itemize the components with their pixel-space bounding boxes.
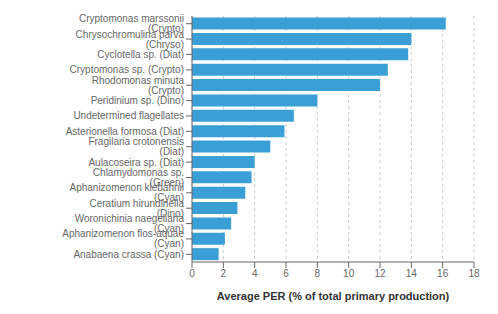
svg-text:10: 10 <box>343 268 355 279</box>
svg-text:2: 2 <box>221 268 227 279</box>
svg-text:Asterionella formosa (Diat): Asterionella formosa (Diat) <box>66 126 184 137</box>
svg-text:6: 6 <box>283 268 289 279</box>
svg-text:Undetermined flagellates: Undetermined flagellates <box>73 110 184 121</box>
svg-text:0: 0 <box>189 268 195 279</box>
svg-text:Cryptomonas marssonii(Crypto): Cryptomonas marssonii(Crypto) <box>79 13 184 34</box>
svg-text:Rhodomonas minuta(Crypto): Rhodomonas minuta(Crypto) <box>92 75 185 96</box>
svg-text:Average PER (% of total primar: Average PER (% of total primary producti… <box>217 290 450 302</box>
svg-text:Anabaena crassa (Cyan): Anabaena crassa (Cyan) <box>73 249 184 260</box>
svg-text:12: 12 <box>374 268 386 279</box>
svg-text:8: 8 <box>315 268 321 279</box>
svg-text:Peridinium sp. (Dino): Peridinium sp. (Dino) <box>91 95 184 106</box>
svg-text:Fragilaria crotonensis(Diat): Fragilaria crotonensis(Diat) <box>88 136 184 157</box>
svg-text:Cyclotella sp. (Diat): Cyclotella sp. (Diat) <box>97 49 184 60</box>
svg-text:Chlamydomonas sp.(Green): Chlamydomonas sp.(Green) <box>93 167 184 188</box>
svg-text:Aulacoseira sp. (Diat): Aulacoseira sp. (Diat) <box>88 157 184 168</box>
svg-text:Cryptomonas sp. (Crypto): Cryptomonas sp. (Crypto) <box>70 64 184 75</box>
svg-text:16: 16 <box>437 268 449 279</box>
svg-text:18: 18 <box>468 268 480 279</box>
svg-text:14: 14 <box>406 268 418 279</box>
svg-text:4: 4 <box>252 268 258 279</box>
